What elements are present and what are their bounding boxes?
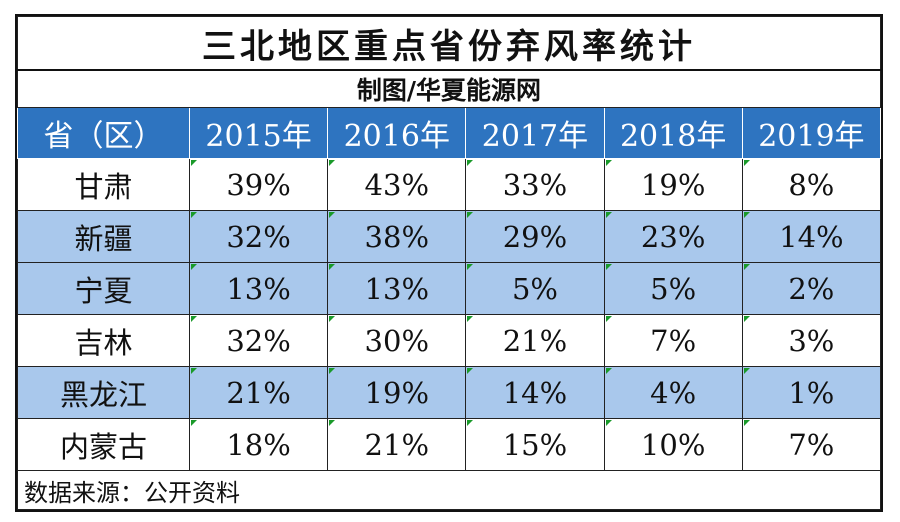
value-cell: 29% xyxy=(465,210,605,263)
table-row: 甘肃 39% 43% 33% 19% 8% xyxy=(17,158,882,211)
table-subtitle: 制图/华夏能源网 xyxy=(17,69,881,108)
value-cell: 5% xyxy=(465,262,605,315)
region-cell: 吉林 xyxy=(17,314,190,367)
value-cell: 33% xyxy=(465,158,605,211)
region-cell: 宁夏 xyxy=(17,262,190,315)
value-cell: 10% xyxy=(603,418,743,471)
column-header-2016: 2016年 xyxy=(327,107,467,159)
value-cell: 21% xyxy=(327,418,467,471)
column-header-2015: 2015年 xyxy=(188,107,329,159)
table-row: 新疆 32% 38% 29% 23% 14% xyxy=(17,210,882,263)
region-cell: 内蒙古 xyxy=(17,418,190,471)
value-cell: 19% xyxy=(603,158,743,211)
column-header-2018: 2018年 xyxy=(603,107,743,159)
value-cell: 2% xyxy=(741,262,882,315)
value-cell: 7% xyxy=(603,314,743,367)
region-cell: 新疆 xyxy=(17,210,190,263)
value-cell: 43% xyxy=(327,158,467,211)
table-row: 黑龙江 21% 19% 14% 4% 1% xyxy=(17,366,882,419)
value-cell: 13% xyxy=(188,262,329,315)
table-row: 内蒙古 18% 21% 15% 10% 7% xyxy=(17,418,882,471)
value-cell: 19% xyxy=(327,366,467,419)
region-cell: 甘肃 xyxy=(17,158,190,211)
value-cell: 18% xyxy=(188,418,329,471)
value-cell: 13% xyxy=(327,262,467,315)
value-cell: 21% xyxy=(188,366,329,419)
value-cell: 23% xyxy=(603,210,743,263)
subtitle-row: 制图/华夏能源网 xyxy=(17,69,881,108)
value-cell: 8% xyxy=(741,158,882,211)
value-cell: 5% xyxy=(603,262,743,315)
data-source-note: 数据来源：公开资料 xyxy=(17,470,881,510)
value-cell: 30% xyxy=(327,314,467,367)
column-header-2019: 2019年 xyxy=(741,107,882,159)
header-row: 省（区） 2015年 2016年 2017年 2018年 2019年 xyxy=(17,107,882,159)
column-header-2017: 2017年 xyxy=(465,107,605,159)
value-cell: 21% xyxy=(465,314,605,367)
value-cell: 3% xyxy=(741,314,882,367)
value-cell: 7% xyxy=(741,418,882,471)
value-cell: 39% xyxy=(188,158,329,211)
data-table-sheet: 三北地区重点省份弃风率统计 制图/华夏能源网 省（区） 2015年 2016年 … xyxy=(15,14,883,512)
table-row: 宁夏 13% 13% 5% 5% 2% xyxy=(17,262,882,315)
value-cell: 14% xyxy=(465,366,605,419)
region-cell: 黑龙江 xyxy=(17,366,190,419)
table-row: 吉林 32% 30% 21% 7% 3% xyxy=(17,314,882,367)
value-cell: 14% xyxy=(741,210,882,263)
table-title: 三北地区重点省份弃风率统计 xyxy=(17,16,881,71)
footer-row: 数据来源：公开资料 xyxy=(17,470,881,510)
title-row: 三北地区重点省份弃风率统计 xyxy=(17,16,881,71)
value-cell: 15% xyxy=(465,418,605,471)
abandonment-rate-table: 三北地区重点省份弃风率统计 制图/华夏能源网 省（区） 2015年 2016年 … xyxy=(17,16,882,510)
column-header-region: 省（区） xyxy=(17,107,190,159)
value-cell: 32% xyxy=(188,210,329,263)
value-cell: 32% xyxy=(188,314,329,367)
value-cell: 38% xyxy=(327,210,467,263)
value-cell: 4% xyxy=(603,366,743,419)
value-cell: 1% xyxy=(741,366,882,419)
